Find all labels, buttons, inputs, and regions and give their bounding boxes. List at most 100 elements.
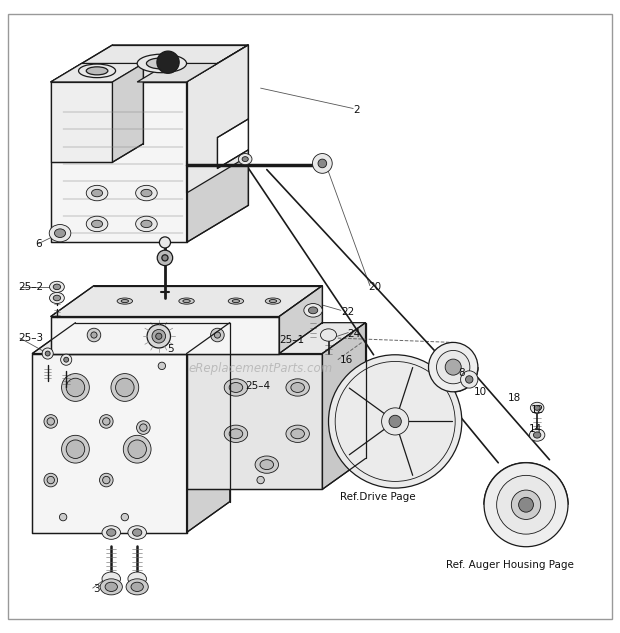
Ellipse shape <box>86 67 108 75</box>
Ellipse shape <box>50 292 64 304</box>
Ellipse shape <box>286 425 309 442</box>
Ellipse shape <box>60 513 67 521</box>
Circle shape <box>312 154 332 173</box>
Ellipse shape <box>128 440 146 458</box>
Ellipse shape <box>50 281 64 292</box>
Text: 25–3: 25–3 <box>19 333 44 343</box>
Ellipse shape <box>47 477 55 484</box>
Polygon shape <box>187 45 248 242</box>
Polygon shape <box>51 316 279 354</box>
Ellipse shape <box>242 156 248 161</box>
Ellipse shape <box>53 295 61 301</box>
Ellipse shape <box>159 237 170 248</box>
Ellipse shape <box>239 154 252 165</box>
Polygon shape <box>218 119 248 168</box>
Ellipse shape <box>79 64 115 78</box>
Text: 22: 22 <box>341 306 354 316</box>
Ellipse shape <box>232 299 240 303</box>
Ellipse shape <box>102 572 120 586</box>
Ellipse shape <box>157 250 172 266</box>
Ellipse shape <box>87 329 101 342</box>
Polygon shape <box>51 45 248 82</box>
Text: Ref. Auger Housing Page: Ref. Auger Housing Page <box>446 560 574 570</box>
Ellipse shape <box>61 436 89 463</box>
Ellipse shape <box>147 325 171 348</box>
Ellipse shape <box>111 373 139 401</box>
Ellipse shape <box>131 582 143 591</box>
Text: 24: 24 <box>347 329 360 339</box>
Ellipse shape <box>179 298 194 304</box>
Text: 20: 20 <box>369 282 382 292</box>
Ellipse shape <box>286 379 309 396</box>
Ellipse shape <box>228 298 244 304</box>
Polygon shape <box>112 63 143 162</box>
Text: 25–4: 25–4 <box>245 380 270 391</box>
Ellipse shape <box>128 572 146 586</box>
Circle shape <box>381 408 409 435</box>
Circle shape <box>484 463 568 547</box>
Text: 6: 6 <box>35 239 42 249</box>
Circle shape <box>445 359 461 375</box>
Ellipse shape <box>49 225 71 242</box>
Ellipse shape <box>61 354 72 365</box>
Ellipse shape <box>91 332 97 338</box>
Ellipse shape <box>141 220 152 228</box>
Ellipse shape <box>61 373 89 401</box>
Text: 2: 2 <box>353 104 360 115</box>
Ellipse shape <box>224 379 247 396</box>
Ellipse shape <box>66 379 85 397</box>
Text: eReplacementParts.com: eReplacementParts.com <box>188 363 333 375</box>
Ellipse shape <box>121 299 128 303</box>
Ellipse shape <box>53 284 61 290</box>
Ellipse shape <box>211 329 224 342</box>
Text: 8: 8 <box>458 368 465 379</box>
Ellipse shape <box>45 351 50 356</box>
Ellipse shape <box>136 421 150 434</box>
Ellipse shape <box>265 298 281 304</box>
Ellipse shape <box>92 189 103 197</box>
Ellipse shape <box>146 58 177 69</box>
Polygon shape <box>187 323 230 532</box>
Ellipse shape <box>533 432 541 438</box>
Circle shape <box>497 475 556 534</box>
Ellipse shape <box>55 229 66 237</box>
Circle shape <box>318 159 327 168</box>
Ellipse shape <box>103 418 110 425</box>
Ellipse shape <box>44 473 58 487</box>
Circle shape <box>461 371 478 388</box>
Circle shape <box>389 415 401 428</box>
Circle shape <box>329 354 462 488</box>
Ellipse shape <box>229 382 242 392</box>
Ellipse shape <box>152 329 166 343</box>
Circle shape <box>518 498 533 512</box>
Ellipse shape <box>47 418 55 425</box>
Ellipse shape <box>260 460 273 470</box>
Ellipse shape <box>136 185 157 201</box>
Ellipse shape <box>309 307 317 314</box>
Ellipse shape <box>291 382 304 392</box>
Text: 25–2: 25–2 <box>19 282 44 292</box>
Ellipse shape <box>100 579 122 595</box>
Polygon shape <box>51 82 187 242</box>
Circle shape <box>436 351 470 384</box>
Text: 3: 3 <box>93 584 99 594</box>
Ellipse shape <box>529 429 545 441</box>
Ellipse shape <box>291 429 304 439</box>
Ellipse shape <box>105 582 117 591</box>
Ellipse shape <box>128 526 146 539</box>
Ellipse shape <box>140 424 147 431</box>
Text: 5: 5 <box>167 344 174 354</box>
Ellipse shape <box>158 362 166 370</box>
Ellipse shape <box>224 425 247 442</box>
Ellipse shape <box>92 220 103 228</box>
Ellipse shape <box>133 529 142 536</box>
Ellipse shape <box>215 332 221 338</box>
Ellipse shape <box>229 429 242 439</box>
Polygon shape <box>187 45 248 193</box>
Polygon shape <box>32 354 187 532</box>
Ellipse shape <box>304 304 322 317</box>
Circle shape <box>428 342 478 392</box>
Circle shape <box>157 51 179 73</box>
Ellipse shape <box>126 579 148 595</box>
Ellipse shape <box>321 329 337 341</box>
